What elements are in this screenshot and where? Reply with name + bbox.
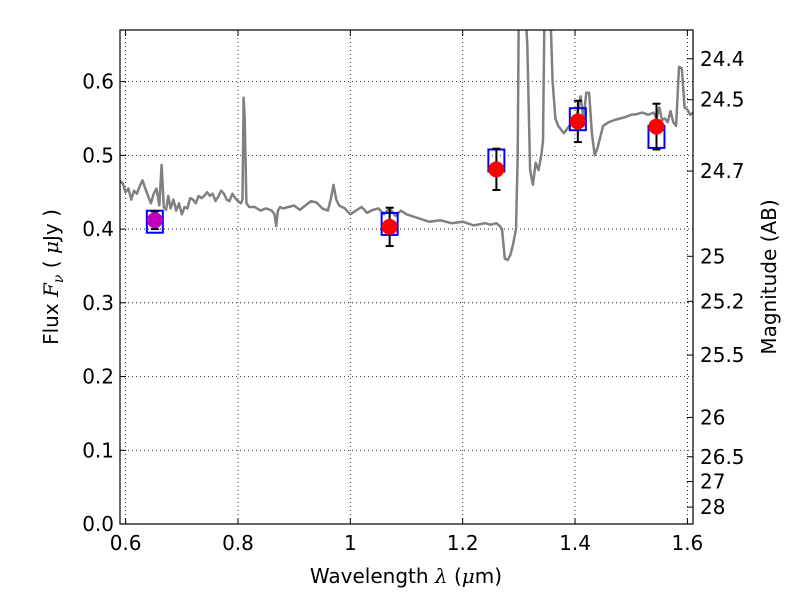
magnitude-tick-label: 25 (700, 244, 725, 268)
observed-point (381, 218, 398, 235)
y-tick-label: 0.6 (82, 70, 114, 94)
x-tick-label: 1.2 (447, 531, 479, 555)
x-tick-label: 1.6 (671, 531, 703, 555)
magnitude-tick-label: 26.5 (700, 445, 745, 469)
y-tick-label: 0.2 (82, 365, 114, 389)
x-tick-label: 1 (344, 531, 357, 555)
observed-points (146, 113, 665, 235)
magnitude-tick-label: 25.5 (700, 343, 745, 367)
plot-background (120, 30, 693, 524)
y-tick-label: 0.0 (82, 512, 114, 536)
y-tick-label: 0.5 (82, 143, 114, 167)
magnitude-axis-label: Magnitude (AB) (757, 199, 781, 354)
plot-frame (119, 29, 694, 525)
magnitude-tick-label: 25.2 (700, 289, 745, 313)
magnitude-tick-label: 24.4 (700, 47, 745, 71)
y-tick-label: 0.1 (82, 438, 114, 462)
observed-point (146, 212, 163, 229)
magnitude-tick-label: 24.5 (700, 88, 745, 112)
magnitude-tick-label: 28 (700, 495, 725, 519)
y-tick-label: 0.4 (82, 217, 114, 241)
observed-point (569, 113, 586, 130)
observed-point (488, 161, 505, 178)
axis-ticks (120, 30, 693, 525)
x-axis-label: Wavelength λ (μm) (310, 564, 502, 588)
magnitude-tick-label: 27 (700, 470, 725, 494)
magnitude-tick-label: 24.7 (700, 159, 745, 183)
model-spectrum-line (120, 30, 693, 262)
axis-tick-labels: 0.6 0.8 1 1.2 1.4 1.6 0.0 0.1 0.2 0.3 0.4 0.5 0.6 24.… (82, 47, 744, 555)
observed-point (648, 118, 665, 135)
x-tick-label: 0.6 (110, 531, 142, 555)
y-tick-label: 0.3 (82, 291, 114, 315)
x-tick-label: 1.4 (559, 531, 591, 555)
x-tick-label: 0.8 (222, 531, 254, 555)
y-axis-label: Flux Fν ( μJy ) (39, 209, 67, 345)
magnitude-tick-label: 26 (700, 405, 725, 429)
